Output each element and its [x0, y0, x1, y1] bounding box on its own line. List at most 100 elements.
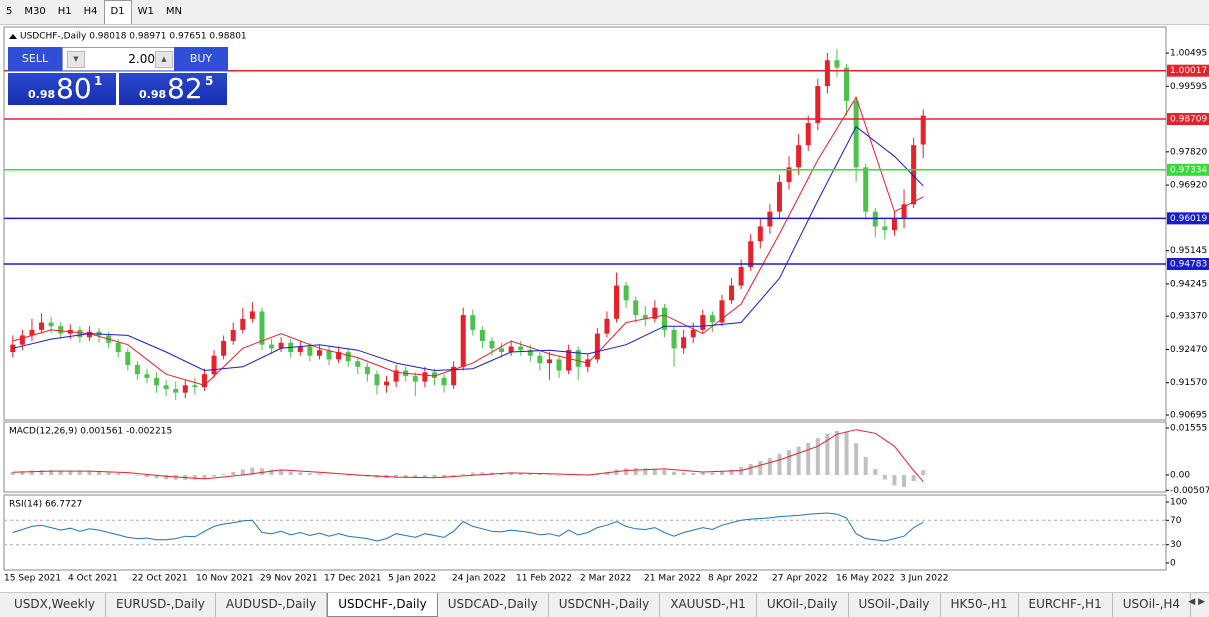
macd-bar — [317, 473, 322, 475]
macd-bar — [758, 461, 763, 475]
timeframe-button[interactable]: MN — [165, 6, 182, 17]
chart-tab[interactable]: USDX,Weekly — [4, 593, 106, 617]
chart-tab[interactable]: UKOil-,Daily — [757, 593, 849, 617]
macd-bar — [882, 474, 887, 480]
macd-bar — [614, 469, 619, 475]
candle-body — [39, 322, 45, 330]
candle-body — [575, 350, 581, 367]
macd-bar — [719, 471, 724, 475]
bid-price[interactable]: 0.98 80 1 — [8, 72, 116, 105]
macd-bar — [643, 468, 648, 475]
chart-tab[interactable]: USDCNH-,Daily — [549, 593, 661, 617]
candle-body — [489, 340, 495, 349]
macd-bar — [739, 467, 744, 475]
buy-button[interactable]: BUY — [174, 47, 228, 71]
candle-body — [10, 344, 16, 353]
macd-bar — [537, 474, 542, 475]
macd-bar — [921, 470, 926, 475]
chart-tab[interactable]: EURUSD-,Daily — [106, 593, 216, 617]
macd-bar — [68, 470, 73, 475]
macd-bar — [566, 474, 571, 476]
y-tick-label: 70 — [1170, 516, 1182, 526]
chart-tab[interactable]: USDCHF-,Daily — [327, 593, 438, 617]
candle-body — [901, 204, 907, 220]
macd-bar — [355, 474, 360, 477]
x-tick-label: 17 Dec 2021 — [324, 574, 382, 584]
chart: USDCHF-,Daily 0.98018 0.98971 0.97651 0.… — [3, 26, 1209, 584]
lot-input[interactable]: ▼ 2.00 ▲ — [62, 47, 176, 71]
macd-bar — [269, 469, 274, 475]
bid-big: 80 — [56, 72, 92, 105]
macd-bar — [106, 472, 111, 475]
candle-body — [240, 318, 246, 330]
level-label: 0.96019 — [1170, 214, 1207, 224]
macd-bar — [442, 474, 447, 479]
chart-tab[interactable]: XAUUSD-,H1 — [660, 593, 757, 617]
y-tick-label: 0.96920 — [1170, 181, 1207, 191]
sell-button[interactable]: SELL — [8, 47, 62, 71]
candle-body — [805, 123, 811, 146]
x-tick-label: 24 Jan 2022 — [452, 574, 506, 584]
candle-body — [470, 315, 476, 330]
y-tick-label: 0.00 — [1170, 470, 1190, 480]
candle-body — [508, 346, 514, 353]
macd-bar — [509, 472, 514, 475]
macd-bar — [192, 474, 197, 480]
macd-bar — [327, 474, 332, 476]
macd-bar — [834, 430, 839, 475]
macd-bar — [595, 474, 600, 475]
timeframe-button[interactable]: M30 — [24, 6, 46, 17]
y-tick-label: 0.93370 — [1170, 312, 1207, 322]
x-tick-label: 10 Nov 2021 — [196, 574, 254, 584]
macd-bar — [480, 472, 485, 475]
x-tick-label: 8 Apr 2022 — [708, 574, 758, 584]
ask-prefix: 0.98 — [139, 88, 167, 101]
macd-bar — [58, 470, 63, 475]
candle-body — [594, 333, 600, 360]
macd-bar — [154, 474, 159, 479]
timeframe-button[interactable]: W1 — [137, 6, 154, 17]
ask-small: 5 — [205, 74, 214, 88]
timeframe-button[interactable]: H4 — [83, 6, 98, 17]
candle-body — [729, 285, 735, 301]
candle-body — [144, 374, 150, 378]
chart-tab[interactable]: USOil-,Daily — [849, 593, 941, 617]
chart-tab[interactable]: EURCHF-,H1 — [1019, 593, 1113, 617]
candle-body — [614, 285, 620, 319]
macd-bar — [767, 458, 772, 475]
lot-down[interactable]: ▼ — [67, 51, 85, 68]
candle-body — [422, 372, 428, 382]
x-tick-label: 21 Mar 2022 — [644, 574, 701, 584]
tab-nav[interactable]: ◀ ▶ — [1188, 597, 1205, 607]
candle-body — [211, 355, 217, 375]
candle-body — [661, 307, 667, 330]
chart-tab[interactable]: USOil-,H4 — [1113, 593, 1192, 617]
ask-price[interactable]: 0.98 82 5 — [119, 72, 227, 105]
macd-bar — [854, 443, 859, 475]
timeframe-button[interactable]: D1 — [103, 0, 132, 24]
lot-up[interactable]: ▲ — [155, 51, 173, 68]
chart-title: USDCHF-,Daily 0.98018 0.98971 0.97651 0.… — [20, 32, 247, 42]
timeframe-button[interactable]: H1 — [57, 6, 72, 17]
macd-title: MACD(12,26,9) 0.001561 -0.002215 — [9, 427, 172, 437]
macd-bar — [29, 470, 34, 475]
y-tick-label: 0.91570 — [1170, 378, 1207, 388]
chart-tab[interactable]: HK50-,H1 — [941, 593, 1019, 617]
candle-body — [192, 385, 198, 388]
candle-body — [690, 329, 696, 338]
candle-body — [911, 145, 917, 205]
x-tick-label: 22 Oct 2021 — [132, 574, 188, 584]
macd-bar — [394, 474, 399, 478]
candle-body — [19, 335, 25, 345]
macd-bar — [288, 471, 293, 475]
chart-tab[interactable]: USDCAD-,Daily — [438, 593, 549, 617]
macd-bar — [672, 471, 677, 475]
timeframe-button[interactable]: 5 — [6, 6, 13, 17]
macd-bar — [681, 472, 686, 475]
chart-tab[interactable]: AUDUSD-,Daily — [216, 593, 328, 617]
macd-bar — [279, 470, 284, 475]
macd-bar — [250, 467, 255, 475]
macd-bar — [403, 474, 408, 478]
candle-body — [796, 145, 802, 168]
macd-bar — [298, 472, 303, 475]
